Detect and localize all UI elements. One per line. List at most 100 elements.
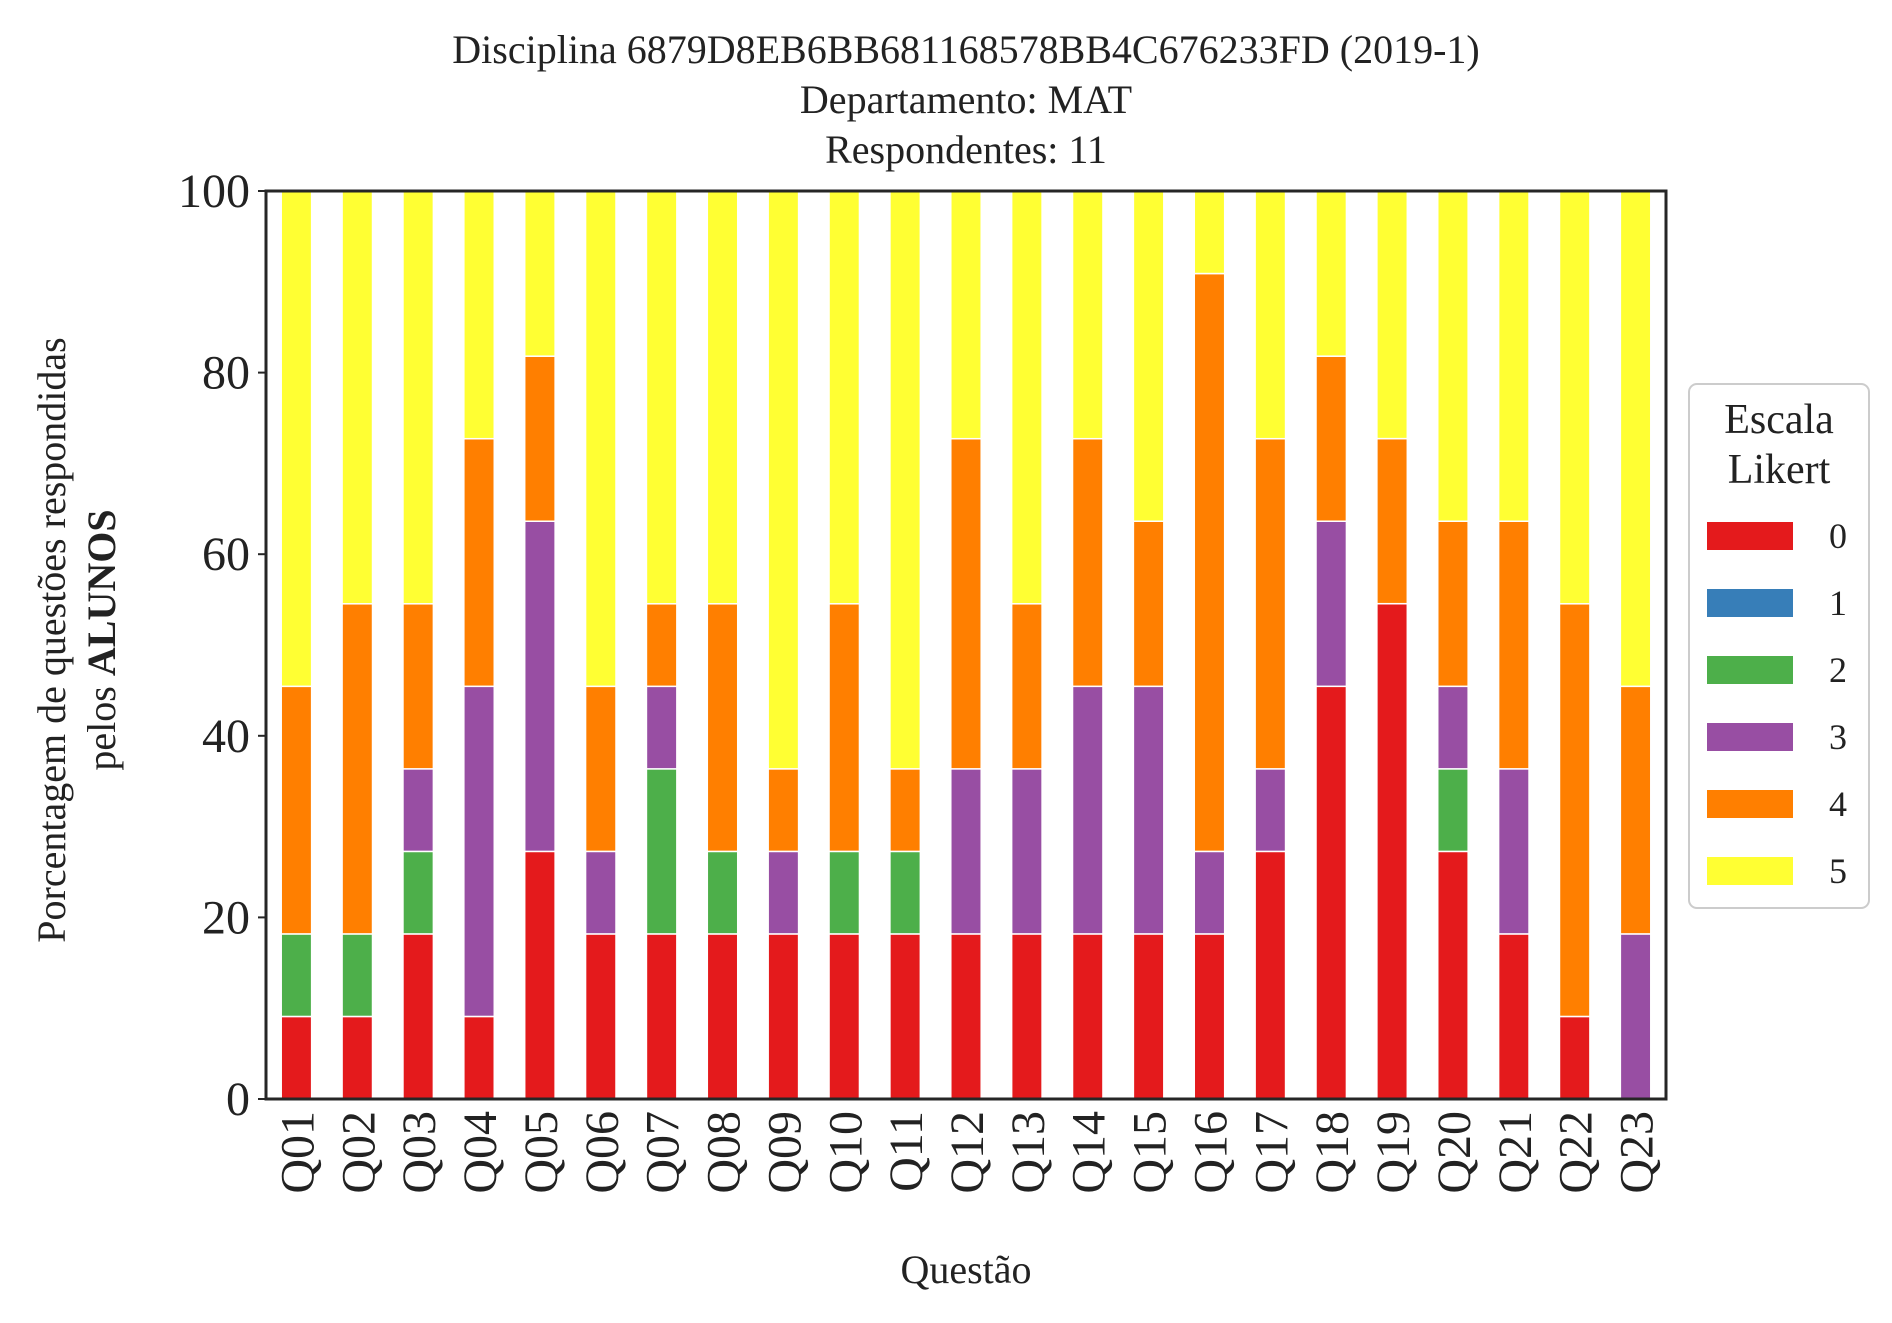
bar-segment-q03-likert-4 — [402, 603, 435, 770]
bar-segment-q17-likert-5 — [1254, 190, 1287, 440]
bar-segment-q11-likert-4 — [889, 768, 922, 853]
bar-segment-q08-likert-4 — [706, 603, 739, 853]
bar-segment-q05-likert-4 — [523, 355, 556, 522]
bar-segment-q07-likert-4 — [645, 603, 678, 688]
bar-segment-q01-likert-0 — [280, 1015, 313, 1100]
bar-segment-q01-likert-4 — [280, 685, 313, 935]
chart-title-line-2: Departamento: MAT — [800, 77, 1132, 122]
bar-segment-q16-likert-4 — [1193, 272, 1226, 853]
legend: Escala Likert 0 1 2 3 4 5 — [1688, 383, 1870, 909]
bar-segment-q07-likert-5 — [645, 190, 678, 605]
bar-segment-q16-likert-0 — [1193, 933, 1226, 1100]
bar-segment-q20-likert-0 — [1436, 850, 1469, 1100]
bar-segment-q14-likert-0 — [1071, 933, 1104, 1100]
bar-segment-q17-likert-3 — [1254, 768, 1287, 853]
y-tick-label: 0 — [226, 1073, 250, 1126]
bar-segment-q05-likert-3 — [523, 520, 556, 853]
bar-segment-q14-likert-5 — [1071, 190, 1104, 440]
legend-label-2: 2 — [1829, 650, 1847, 690]
bar-segment-q23-likert-3 — [1619, 933, 1652, 1100]
x-tick-label: Q07 — [637, 1111, 690, 1194]
bar-segment-q09-likert-4 — [767, 768, 800, 853]
bar-segment-q04-likert-0 — [463, 1015, 496, 1100]
bar-segment-q03-likert-5 — [402, 190, 435, 605]
bar-segment-q02-likert-5 — [341, 190, 374, 605]
bar-segment-q02-likert-2 — [341, 933, 374, 1018]
y-tick-label: 40 — [202, 710, 250, 763]
x-tick-label: Q12 — [941, 1111, 994, 1194]
x-tick-label: Q08 — [698, 1111, 751, 1194]
bar-segment-q15-likert-3 — [1132, 685, 1165, 935]
bar-segment-q19-likert-4 — [1376, 437, 1409, 605]
legend-box — [1688, 383, 1870, 909]
bar-segment-q07-likert-0 — [645, 933, 678, 1100]
legend-items: 0 1 2 3 4 5 — [1707, 516, 1847, 891]
bar-segment-q01-likert-2 — [280, 933, 313, 1018]
bar-segment-q04-likert-4 — [463, 437, 496, 688]
bar-segment-q21-likert-4 — [1497, 520, 1530, 770]
y-axis-label-bold: ALUNOS — [79, 509, 124, 676]
x-tick-label: Q21 — [1489, 1111, 1542, 1194]
y-tick-label: 20 — [202, 891, 250, 944]
bar-segment-q12-likert-5 — [950, 190, 982, 440]
bar-segment-q04-likert-5 — [463, 190, 496, 440]
bar-segment-q10-likert-0 — [828, 933, 861, 1100]
bar-segment-q12-likert-0 — [950, 933, 982, 1100]
bars-group — [280, 190, 1652, 1100]
x-tick-label: Q01 — [271, 1111, 324, 1194]
bar-segment-q03-likert-2 — [402, 850, 435, 935]
bar-segment-q06-likert-4 — [584, 685, 617, 853]
x-tick-label: Q22 — [1550, 1111, 1603, 1194]
bar-segment-q11-likert-5 — [889, 190, 922, 770]
y-tick-label: 100 — [178, 165, 250, 218]
bar-segment-q20-likert-3 — [1436, 685, 1469, 770]
x-tick-label: Q13 — [1002, 1111, 1055, 1194]
y-axis-label-line-1: Porcentagem de questões respondidas — [29, 337, 74, 942]
bar-segment-q22-likert-0 — [1558, 1015, 1591, 1100]
x-tick-label: Q23 — [1611, 1111, 1664, 1194]
legend-label-5: 5 — [1829, 851, 1847, 891]
y-tick-label: 80 — [202, 347, 250, 400]
bar-segment-q09-likert-0 — [767, 933, 800, 1100]
bar-segment-q18-likert-4 — [1315, 355, 1348, 522]
bar-segment-q06-likert-5 — [584, 190, 617, 688]
y-tick-label: 60 — [202, 528, 250, 581]
x-tick-label: Q06 — [576, 1111, 629, 1194]
legend-label-3: 3 — [1829, 717, 1847, 757]
bar-segment-q19-likert-0 — [1376, 602, 1409, 1100]
bar-segment-q23-likert-5 — [1619, 190, 1652, 688]
bar-segment-q11-likert-2 — [889, 850, 922, 935]
x-tick-label: Q05 — [515, 1111, 568, 1194]
bar-segment-q07-likert-3 — [645, 685, 678, 770]
legend-swatch-0 — [1707, 522, 1793, 550]
chart-title-line-1: Disciplina 6879D8EB6BB681168578BB4C67623… — [452, 27, 1479, 72]
bar-segment-q15-likert-0 — [1132, 933, 1165, 1100]
legend-swatch-3 — [1707, 723, 1793, 751]
bar-segment-q13-likert-3 — [1010, 768, 1043, 935]
chart-title-line-3: Respondentes: 11 — [825, 127, 1107, 172]
y-ticks-group: 0 20 40 60 80 100 — [178, 165, 266, 1126]
legend-swatch-1 — [1707, 589, 1793, 617]
bar-segment-q17-likert-0 — [1254, 850, 1287, 1100]
bar-segment-q11-likert-0 — [889, 933, 922, 1100]
bar-segment-q08-likert-2 — [706, 850, 739, 935]
bar-segment-q15-likert-5 — [1132, 190, 1165, 522]
legend-label-1: 1 — [1829, 583, 1847, 623]
bar-segment-q14-likert-4 — [1071, 437, 1104, 688]
bar-segment-q19-likert-5 — [1376, 190, 1409, 440]
x-tick-label: Q04 — [454, 1111, 507, 1194]
legend-label-0: 0 — [1829, 516, 1847, 556]
x-axis-label: Questão — [900, 1247, 1031, 1292]
bar-segment-q22-likert-4 — [1558, 603, 1591, 1018]
bar-segment-q22-likert-5 — [1558, 190, 1591, 605]
bar-segment-q13-likert-5 — [1010, 190, 1043, 605]
bar-segment-q04-likert-3 — [463, 685, 496, 1018]
bar-segment-q13-likert-4 — [1010, 603, 1043, 770]
y-axis-label: Porcentagem de questões respondidas pelo… — [29, 337, 124, 942]
bar-segment-q08-likert-5 — [706, 190, 739, 605]
x-tick-label: Q10 — [819, 1111, 872, 1194]
x-tick-label: Q18 — [1306, 1111, 1359, 1194]
bar-segment-q10-likert-4 — [828, 603, 861, 853]
bar-segment-q21-likert-0 — [1497, 933, 1530, 1100]
